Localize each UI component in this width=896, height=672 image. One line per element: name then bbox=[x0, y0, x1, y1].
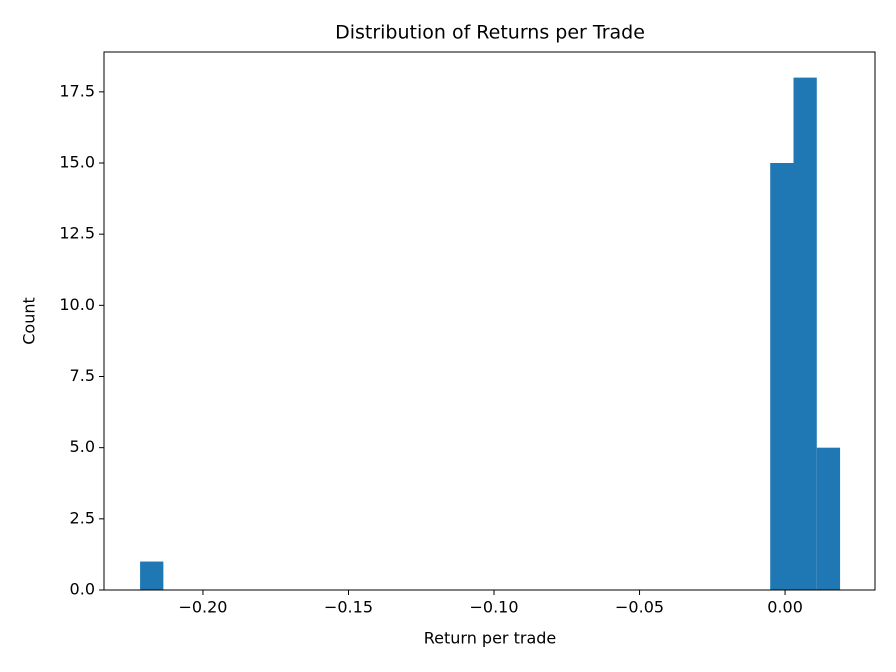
y-tick-label: 0.0 bbox=[70, 580, 95, 599]
x-tick-label: −0.15 bbox=[324, 598, 373, 617]
y-tick-label: 12.5 bbox=[59, 224, 95, 243]
y-tick-label: 5.0 bbox=[70, 437, 95, 456]
bar bbox=[770, 163, 794, 590]
y-tick-label: 2.5 bbox=[70, 508, 95, 527]
y-tick-label: 10.0 bbox=[59, 295, 95, 314]
x-axis-label: Return per trade bbox=[424, 629, 557, 648]
y-tick-label: 17.5 bbox=[59, 81, 95, 100]
x-tick-label: −0.20 bbox=[178, 598, 227, 617]
y-axis-label: Count bbox=[20, 297, 39, 345]
x-tick-label: −0.05 bbox=[615, 598, 664, 617]
x-tick-label: −0.10 bbox=[469, 598, 518, 617]
y-tick-label: 15.0 bbox=[59, 153, 95, 172]
plot-frame bbox=[103, 51, 876, 591]
chart-title: Distribution of Returns per Trade bbox=[335, 22, 645, 44]
bar bbox=[793, 77, 817, 591]
x-tick-label: 0.00 bbox=[767, 598, 803, 617]
bar bbox=[140, 561, 164, 590]
bar bbox=[816, 447, 841, 590]
y-tick-label: 7.5 bbox=[70, 366, 95, 385]
